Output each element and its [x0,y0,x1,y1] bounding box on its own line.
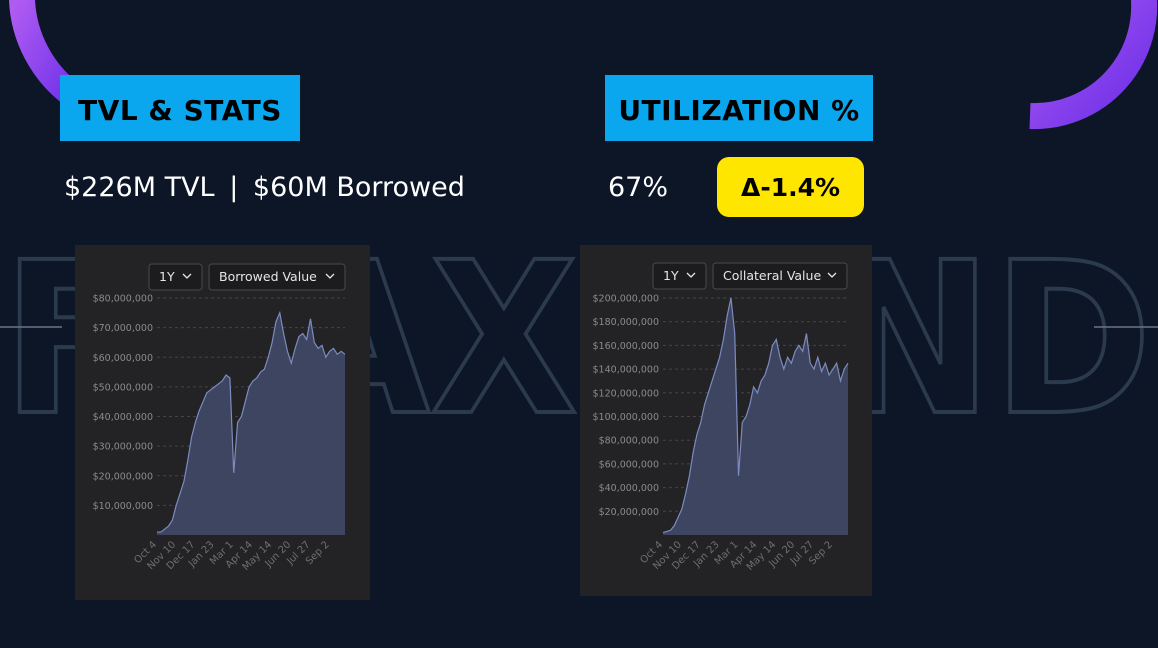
metric-select-label: Collateral Value [723,268,821,283]
y-tick-label: $20,000,000 [599,507,659,518]
separator: | [229,172,239,203]
area [157,312,345,535]
y-tick-label: $40,000,000 [599,483,659,494]
chevron [686,272,696,278]
range-select-label: 1Y [663,268,679,283]
y-tick-label: $100,000,000 [593,412,659,423]
tvl-stats: $226M TVL | $60M Borrowed [64,172,465,203]
y-tick-label: $10,000,000 [93,501,153,512]
metric-select-label: Borrowed Value [219,269,317,284]
borrowed: $60M Borrowed [252,172,465,203]
y-tick-label: $40,000,000 [93,412,153,423]
y-tick-label: $160,000,000 [593,341,659,352]
y-tick-label: $80,000,000 [93,294,153,305]
range-select-label: 1Y [159,269,175,284]
y-tick-label: $200,000,000 [593,294,659,305]
delta-badge: Δ-1.4% [717,157,864,217]
utilization: 67% [608,172,669,203]
chevron [325,273,335,279]
section-title: UTILIZATION % [605,75,873,141]
chevron [827,272,837,278]
chevron [182,273,192,279]
y-tick-label: $30,000,000 [93,442,153,453]
range-select[interactable] [652,262,707,290]
tvl: $226M TVL [64,172,215,203]
y-tick-label: $20,000,000 [93,471,153,482]
y-tick-label: $50,000,000 [93,382,153,393]
line [157,310,346,533]
y-tick-label: $120,000,000 [593,388,659,399]
y-tick-label: $70,000,000 [93,323,153,334]
y-tick-label: $80,000,000 [599,436,659,447]
y-tick-label: $60,000,000 [599,459,659,470]
area [663,298,848,535]
section-title: TVL & STATS [60,75,300,141]
line [662,297,849,534]
y-tick-label: $140,000,000 [593,365,659,376]
metric-select[interactable] [208,263,346,291]
metric-select[interactable] [712,262,848,290]
range-select[interactable] [148,263,203,291]
decor-arc [1029,0,1158,130]
y-tick-label: $180,000,000 [593,317,659,328]
y-tick-label: $60,000,000 [93,353,153,364]
